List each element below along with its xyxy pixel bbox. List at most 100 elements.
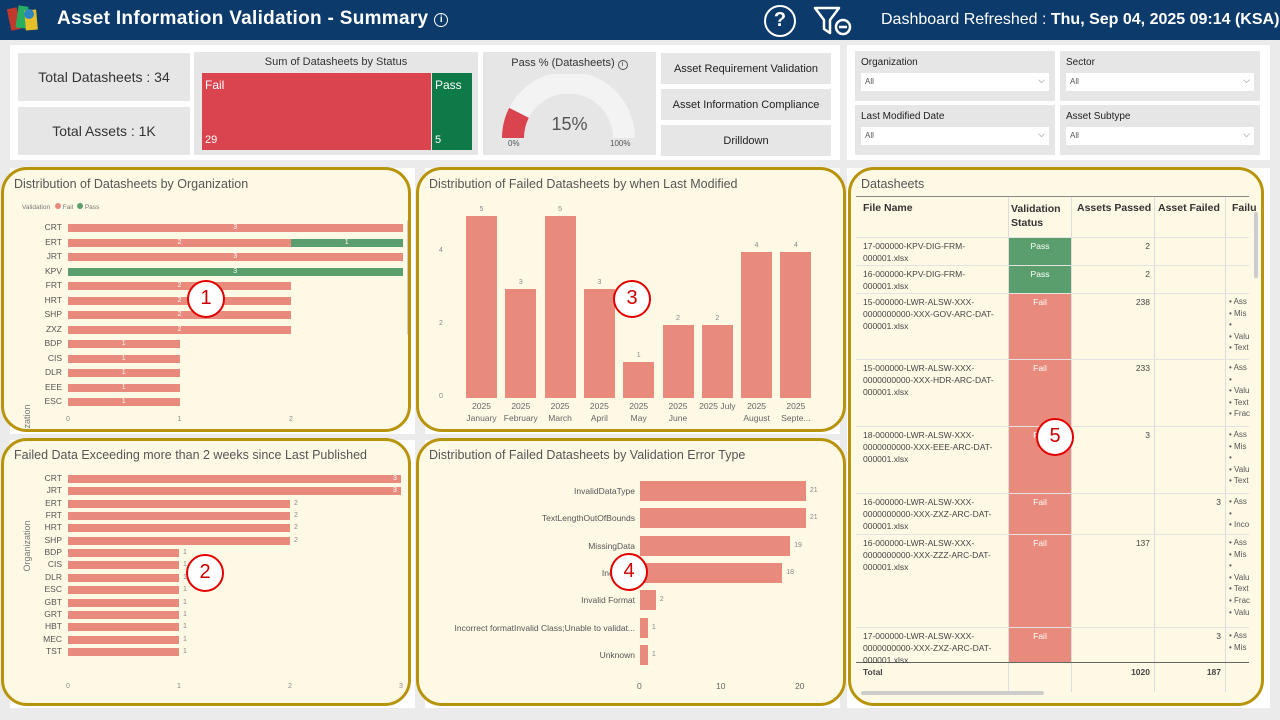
table-cell-filename[interactable]: 16-000000-LWR-ALSW-XXX-0000000000-XXX-ZZ… <box>863 538 991 572</box>
table-cell-filename[interactable]: 17-000000-LWR-ALSW-XXX-0000000000-XXX-ZX… <box>863 631 992 665</box>
month-bar[interactable] <box>662 325 694 398</box>
organization-dropdown[interactable]: All ⌵ <box>861 73 1049 91</box>
table-cell-status[interactable]: Pass <box>1009 266 1071 293</box>
table-cell-filename[interactable]: 16-000000-LWR-ALSW-XXX-0000000000-XXX-ZX… <box>863 497 992 531</box>
org-category-label: JRT <box>46 251 62 261</box>
org-pass-bar[interactable] <box>68 267 403 276</box>
org-fail-bar[interactable] <box>68 398 180 406</box>
pass-bar[interactable]: Pass 5 <box>432 73 472 150</box>
month-bar[interactable] <box>623 361 655 398</box>
table-cell-status[interactable]: Fail <box>1009 360 1071 426</box>
table-cell-failure-item: • Valu <box>1229 331 1250 341</box>
stale-category-label: HRT <box>44 522 62 533</box>
stale-bar[interactable] <box>68 561 179 570</box>
table-cell-filename[interactable]: 18-000000-LWR-ALSW-XXX-0000000000-XXX-EE… <box>863 430 993 464</box>
org-fail-bar[interactable] <box>68 282 291 290</box>
stale-bar[interactable] <box>68 475 401 483</box>
table-cell-filename[interactable]: 16-000000-KPV-DIG-FRM-000001.xlsx <box>863 269 966 291</box>
col-failures[interactable]: Failu <box>1232 202 1257 214</box>
org-fail-bar[interactable] <box>68 253 403 261</box>
org-fail-bar[interactable] <box>68 238 291 247</box>
month-data-label: 5 <box>558 205 563 213</box>
error-bar[interactable] <box>640 617 648 638</box>
error-x-tick: 10 <box>716 681 726 691</box>
table-cell-status[interactable]: Fail <box>1009 294 1071 359</box>
scrollbar[interactable] <box>407 220 408 335</box>
col-divider <box>1225 197 1226 692</box>
org-fail-data-label: 1 <box>121 383 126 391</box>
table-cell-failure-item: • Ass <box>1229 631 1247 640</box>
error-bar[interactable] <box>640 590 656 611</box>
error-bar[interactable] <box>640 508 806 529</box>
col-asset-failed[interactable]: Asset Failed <box>1158 202 1220 214</box>
org-fail-bar[interactable] <box>68 340 180 348</box>
sector-slicer: Sector All ⌵ <box>1060 51 1260 101</box>
clear-filter-icon[interactable] <box>812 5 852 37</box>
table-cell-failure-item: • Text <box>1229 584 1249 594</box>
gauge-value: 15% <box>551 114 588 134</box>
table-cell-filename[interactable]: 17-000000-KPV-DIG-FRM-000001.xlsx <box>863 241 966 263</box>
table-cell-status[interactable]: Pass <box>1009 238 1071 265</box>
table-cell-status[interactable]: Fail <box>1009 494 1071 534</box>
col-assets-passed[interactable]: Assets Passed <box>1077 202 1152 214</box>
gauge-info-icon[interactable]: i <box>617 60 628 70</box>
table-cell-status[interactable]: Fail <box>1009 535 1071 627</box>
drilldown-button[interactable]: Drilldown <box>661 125 831 156</box>
sector-dropdown[interactable]: All ⌵ <box>1066 73 1254 91</box>
month-bar[interactable] <box>780 252 812 398</box>
month-category-month: May <box>630 413 647 423</box>
stale-bar[interactable] <box>68 512 290 521</box>
table-cell-filename[interactable]: 15-000000-LWR-ALSW-XXX-0000000000-XXX-GO… <box>863 297 994 331</box>
table-cell-failure-item: • Mis <box>1229 549 1247 559</box>
month-bar[interactable] <box>505 288 537 398</box>
error-bar[interactable] <box>640 562 783 583</box>
stale-bar[interactable] <box>68 635 179 644</box>
col-validation-status[interactable]: Validation Status <box>1011 203 1061 229</box>
col-file-name[interactable]: File Name <box>863 202 913 214</box>
org-pass-bar[interactable] <box>291 238 403 247</box>
org-fail-bar[interactable] <box>68 296 291 305</box>
stale-bar[interactable] <box>68 487 401 496</box>
fail-bar[interactable]: Fail 29 <box>202 73 431 150</box>
table-row-divider <box>856 493 1249 494</box>
stale-bar[interactable] <box>68 499 290 508</box>
last-modified-dropdown[interactable]: All ⌵ <box>861 127 1049 145</box>
asset-requirement-validation-button[interactable]: Asset Requirement Validation <box>661 53 831 84</box>
month-bar[interactable] <box>466 215 497 398</box>
month-bar[interactable] <box>701 325 733 398</box>
stale-bar[interactable] <box>68 573 179 582</box>
org-fail-bar[interactable] <box>68 369 180 377</box>
stale-bar[interactable] <box>68 623 179 632</box>
month-bar[interactable] <box>741 252 773 398</box>
table-cell-status[interactable]: Fail <box>1009 628 1071 662</box>
org-fail-bar[interactable] <box>68 354 180 363</box>
refresh-timestamp: Dashboard Refreshed : Thu, Sep 04, 2025 … <box>881 11 1280 28</box>
asset-subtype-dropdown[interactable]: All ⌵ <box>1066 127 1254 145</box>
org-fail-data-label: 2 <box>177 238 182 246</box>
total-line <box>856 662 1249 663</box>
org-fail-bar[interactable] <box>68 224 403 232</box>
month-bar[interactable] <box>544 215 576 398</box>
help-icon[interactable]: ? <box>764 5 796 37</box>
asset-information-compliance-button[interactable]: Asset Information Compliance <box>661 89 831 120</box>
error-bar[interactable] <box>640 644 648 665</box>
org-fail-data-label: 2 <box>177 282 182 289</box>
table-cell-filename[interactable]: 15-000000-LWR-ALSW-XXX-0000000000-XXX-HD… <box>863 363 994 397</box>
vertical-scrollbar[interactable] <box>1254 212 1258 278</box>
stale-bar[interactable] <box>68 524 290 533</box>
stale-bar[interactable] <box>68 647 179 656</box>
table-cell-failure-item: • Valu <box>1229 572 1250 582</box>
stale-bar[interactable] <box>68 610 179 619</box>
stale-bar[interactable] <box>68 549 179 558</box>
org-fail-bar[interactable] <box>68 311 291 319</box>
stale-bar[interactable] <box>68 586 179 595</box>
stale-bar[interactable] <box>68 536 290 545</box>
info-icon[interactable]: i <box>434 13 449 27</box>
error-bar[interactable] <box>640 535 791 556</box>
stale-bar[interactable] <box>68 598 179 607</box>
org-fail-bar[interactable] <box>68 325 291 334</box>
horizontal-scrollbar[interactable] <box>861 691 1044 695</box>
error-bar[interactable] <box>640 481 806 501</box>
month-bar[interactable] <box>583 288 615 398</box>
org-fail-bar[interactable] <box>68 383 180 392</box>
